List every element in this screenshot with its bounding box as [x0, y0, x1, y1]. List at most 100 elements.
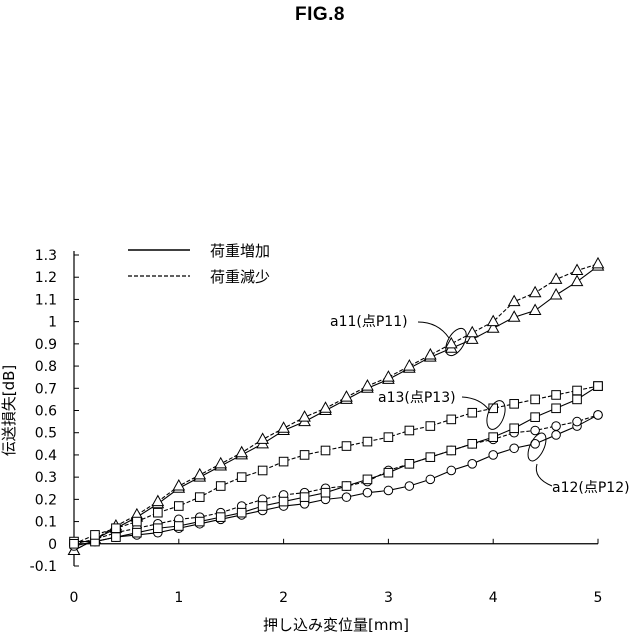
marker-square — [405, 460, 414, 469]
marker-square — [510, 400, 519, 409]
annotation-a13: a13(点P13) — [378, 390, 456, 406]
legend-label-decrease: 荷重減少 — [210, 268, 270, 286]
marker-triangle — [551, 289, 562, 299]
series-line-a13-dashed — [74, 386, 598, 544]
marker-square — [552, 391, 561, 400]
marker-square — [468, 440, 477, 449]
marker-triangle — [446, 338, 457, 348]
series-line-a12-solid — [74, 415, 598, 546]
marker-square — [154, 508, 163, 517]
marker-square — [447, 415, 456, 424]
marker-triangle — [551, 273, 562, 283]
y-tick-label: 0.8 — [35, 359, 57, 375]
y-tick-label: 0.9 — [35, 337, 57, 353]
marker-triangle — [320, 402, 331, 412]
marker-square — [405, 426, 414, 435]
marker-triangle — [278, 422, 289, 432]
marker-circle — [594, 411, 603, 420]
annotation-a11-leader — [418, 322, 449, 338]
marker-square — [552, 404, 561, 413]
marker-circle — [342, 493, 351, 502]
y-tick-label: 0.3 — [35, 470, 57, 486]
marker-square — [216, 482, 225, 491]
marker-triangle — [383, 371, 394, 381]
marker-square — [510, 424, 519, 433]
series-line-a13-solid — [74, 386, 598, 541]
marker-square — [154, 524, 163, 533]
marker-circle — [426, 475, 435, 484]
marker-triangle — [404, 360, 415, 370]
marker-square — [175, 522, 184, 531]
y-tick-label: 0.4 — [35, 448, 57, 464]
marker-triangle — [173, 480, 184, 490]
marker-square — [279, 497, 288, 506]
marker-square — [342, 482, 351, 491]
marker-square — [342, 442, 351, 451]
marker-square — [573, 386, 582, 395]
marker-square — [426, 453, 435, 462]
marker-square — [384, 468, 393, 477]
marker-square — [133, 528, 142, 537]
marker-triangle — [572, 265, 583, 275]
marker-square — [237, 508, 246, 517]
marker-triangle — [299, 411, 310, 421]
marker-circle — [384, 486, 393, 495]
marker-square — [216, 513, 225, 522]
marker-square — [468, 408, 477, 417]
marker-triangle — [593, 258, 604, 268]
marker-square — [112, 533, 121, 542]
marker-square — [531, 413, 540, 422]
marker-square — [321, 446, 330, 455]
x-tick-label: 0 — [70, 590, 79, 606]
marker-triangle — [362, 380, 373, 390]
y-tick-label: 0.2 — [35, 492, 57, 508]
marker-circle — [363, 488, 372, 497]
x-tick-label: 3 — [384, 590, 393, 606]
marker-circle — [468, 460, 477, 469]
y-tick-label: 0.7 — [35, 381, 57, 397]
marker-square — [175, 502, 184, 511]
y-tick-label: -0.1 — [30, 559, 57, 575]
marker-square — [70, 539, 79, 548]
marker-triangle — [530, 287, 541, 297]
marker-square — [300, 493, 309, 502]
y-tick-label: 0.1 — [35, 515, 57, 531]
marker-triangle — [509, 296, 520, 306]
marker-square — [363, 475, 372, 484]
marker-square — [258, 466, 267, 475]
marker-triangle — [341, 391, 352, 401]
marker-triangle — [488, 316, 499, 326]
y-tick-label: 0.6 — [35, 404, 57, 420]
marker-square — [321, 488, 330, 497]
marker-square — [300, 451, 309, 460]
marker-triangle — [530, 305, 541, 315]
marker-square — [237, 473, 246, 482]
marker-triangle — [194, 469, 205, 479]
marker-square — [195, 493, 204, 502]
marker-square — [195, 517, 204, 526]
x-tick-label: 5 — [594, 590, 603, 606]
marker-circle — [489, 451, 498, 460]
y-tick-label: 1.2 — [35, 270, 57, 286]
marker-circle — [447, 466, 456, 475]
marker-square — [489, 433, 498, 442]
x-axis-label: 押し込み変位量[mm] — [263, 616, 409, 634]
marker-circle — [552, 422, 561, 431]
y-tick-label: 1.1 — [35, 292, 57, 308]
marker-triangle — [257, 433, 268, 443]
marker-square — [573, 395, 582, 404]
marker-square — [426, 422, 435, 431]
marker-square — [594, 382, 603, 391]
marker-circle — [573, 417, 582, 426]
x-tick-label: 4 — [489, 590, 498, 606]
marker-square — [384, 433, 393, 442]
annotation-a13-ellipse — [483, 398, 508, 432]
marker-square — [363, 437, 372, 446]
marker-square — [447, 446, 456, 455]
marker-square — [133, 517, 142, 526]
marker-triangle — [467, 327, 478, 337]
y-tick-label: 0 — [48, 537, 57, 553]
marker-square — [91, 531, 100, 540]
legend-label-increase: 荷重増加 — [210, 242, 270, 260]
